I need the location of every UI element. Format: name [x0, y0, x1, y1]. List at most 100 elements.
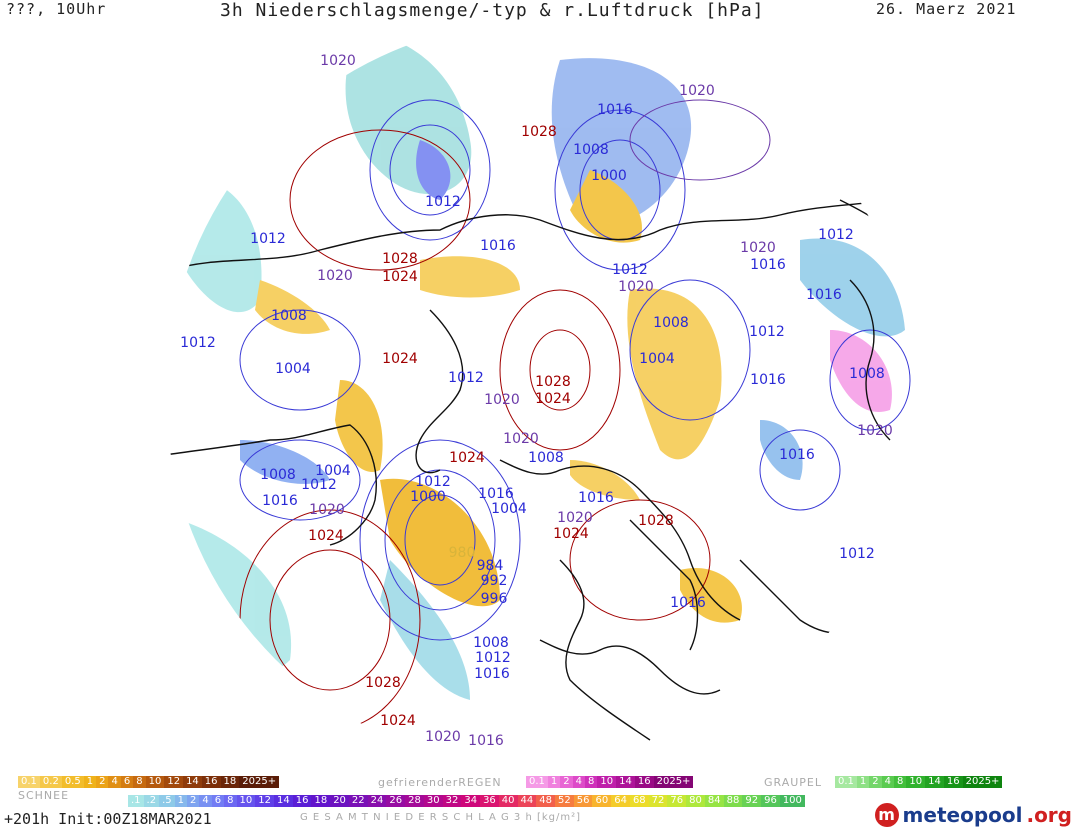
legend-swatch: 72 — [648, 795, 668, 807]
legend-swatch: 2025+ — [962, 776, 1003, 788]
isobar-label: 1000 — [591, 168, 627, 184]
legend-swatch: 2 — [560, 776, 573, 788]
legend-swatch: 16 — [292, 795, 312, 807]
isobar-label: 1028 — [521, 124, 557, 140]
legend-swatch: 96 — [761, 795, 780, 807]
isobar-label: 1012 — [448, 370, 484, 386]
legend-swatch: 0.1 — [526, 776, 548, 788]
legend-swatch: 0.1 — [18, 776, 40, 788]
legend-swatch: 14 — [273, 795, 293, 807]
legend-snow: 0.1 0.2 0.5 1 2 4 6 8 10 12 14 16 18 2025+ — [18, 776, 280, 788]
legend-swatch: 1 — [856, 776, 870, 788]
legend-swatch: 12 — [255, 795, 274, 807]
isobar-label: 1024 — [308, 528, 344, 544]
legend-swatch: 26 — [386, 795, 406, 807]
meteopool-logo-icon: m — [874, 803, 899, 827]
legend-swatch: 18 — [311, 795, 331, 807]
precipitation-fields — [180, 30, 905, 700]
isobar-label: 1008 — [573, 142, 609, 158]
legend-swatch: 14 — [183, 776, 202, 788]
legend-swatch: 76 — [667, 795, 687, 807]
total-precip-label: G E S A M T N I E D E R S C H L A G 3 h … — [300, 812, 582, 823]
legend-swatch: 16 — [201, 776, 221, 788]
legend-swatch: 44 — [517, 795, 537, 807]
legend-swatch: 4 — [108, 776, 121, 788]
legend-swatch: 52 — [555, 795, 574, 807]
isobar-label: 1020 — [857, 423, 893, 439]
isobar-label: 1012 — [180, 335, 216, 351]
isobar-label: 1020 — [679, 83, 715, 99]
isobar-label: 1024 — [380, 713, 416, 729]
isobar-label: 1016 — [262, 493, 298, 509]
legend-swatch: .1 — [128, 795, 144, 807]
legend-freezing-rain: 0.1 1 2 4 8 10 14 16 2025+ — [526, 776, 694, 788]
isobar-label: 1004 — [639, 351, 675, 367]
isobar-label: 1004 — [315, 463, 351, 479]
legend-swatch: 0.2 — [39, 776, 62, 788]
isobar-label: 1016 — [478, 486, 514, 502]
isobar-label: 1024 — [449, 450, 485, 466]
logo-suffix: .org — [1026, 803, 1072, 827]
legend-swatch: 14 — [925, 776, 944, 788]
legend-swatch: 8 — [133, 776, 146, 788]
legend-swatch: 88 — [723, 795, 743, 807]
isobar-label: 1008 — [653, 315, 689, 331]
isobar-label: 1024 — [382, 351, 418, 367]
legend-swatch: 60 — [592, 795, 612, 807]
legend-swatch: 48 — [536, 795, 555, 807]
isobar-label: 984 — [477, 558, 504, 574]
legend-swatch: 34 — [461, 795, 481, 807]
legend-swatch: 22 — [348, 795, 368, 807]
isobar-label: 1008 — [271, 308, 307, 324]
legend-swatch: 100 — [779, 795, 805, 807]
isobar-label: 1012 — [475, 650, 511, 666]
isobar-label: 1012 — [415, 474, 451, 490]
isobar-label: 1004 — [491, 501, 527, 517]
isobar-label: 1012 — [839, 546, 875, 562]
legend-swatch: 10 — [236, 795, 256, 807]
isobar-label: 1028 — [535, 374, 571, 390]
legend-swatch: 8 — [585, 776, 598, 788]
isobar-label: 1016 — [578, 490, 614, 506]
legend-swatch: 84 — [704, 795, 724, 807]
legend-swatch: 10 — [145, 776, 165, 788]
legend-swatch: 8 — [894, 776, 907, 788]
legend-swatch: 36 — [480, 795, 499, 807]
isobar-label: 996 — [481, 591, 508, 607]
isobar-label: 1008 — [849, 366, 885, 382]
legend-snow-label: SCHNEE — [18, 789, 70, 802]
isobar-label: 1012 — [612, 262, 648, 278]
isobar-label: 1016 — [468, 733, 504, 749]
legend-swatch: 56 — [573, 795, 593, 807]
legend-swatch: 1 — [83, 776, 97, 788]
valid-date: 26. Maerz 2021 — [876, 0, 1017, 18]
map-title: 3h Niederschlagsmenge/-typ & r.Luftdruck… — [220, 0, 765, 21]
legend-graupel-label: GRAUPEL — [764, 776, 823, 789]
isobar-label: 1020 — [618, 279, 654, 295]
isobar-label: 1028 — [382, 251, 418, 267]
legend-swatch: 2025+ — [239, 776, 280, 788]
isobar-label: 1016 — [480, 238, 516, 254]
legend-swatch: 24 — [367, 795, 387, 807]
isobar-label: 1016 — [670, 595, 706, 611]
logo-name: meteopool — [902, 803, 1023, 827]
legend-swatch: 20 — [330, 795, 349, 807]
legend-swatch: 0.5 — [61, 776, 84, 788]
legend-swatch: 92 — [742, 795, 762, 807]
legend-swatch: 80 — [686, 795, 705, 807]
legend-swatch: 28 — [405, 795, 424, 807]
model-run: +201h Init:00Z18MAR2021 — [4, 810, 212, 828]
legend-swatch: 18 — [220, 776, 240, 788]
isobar-label: 1012 — [250, 231, 286, 247]
isobar-label: 1020 — [309, 502, 345, 518]
legend-swatch: 40 — [498, 795, 518, 807]
legend-swatch: 14 — [616, 776, 635, 788]
legend-swatch: 2025+ — [653, 776, 694, 788]
legend-graupel: 0.1 1 2 4 8 10 14 16 2025+ — [835, 776, 1003, 788]
legend-total-precip: .1.2.5 1 2 4 6 8 10 12 14 16 18 20 22 24 26 28 30 32 34 36 4… — [128, 795, 805, 807]
legend-swatch: 0.1 — [835, 776, 857, 788]
isobar-label: 1016 — [806, 287, 842, 303]
legend-swatch: 2 — [187, 795, 200, 807]
isobar-label: 1024 — [553, 526, 589, 542]
isobar-label: 1016 — [750, 372, 786, 388]
